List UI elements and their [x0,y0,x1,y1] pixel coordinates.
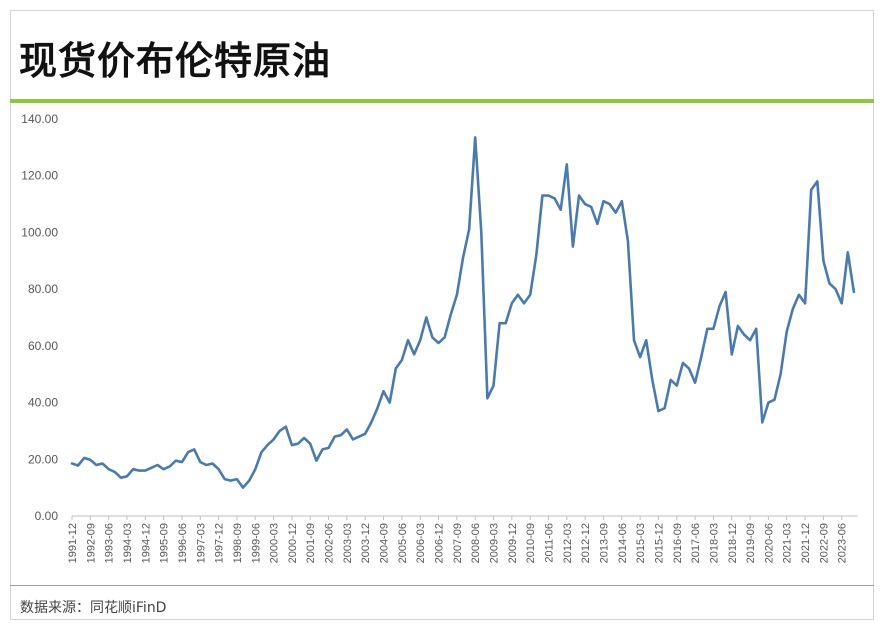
x-tick-label: 2013-09 [598,523,610,563]
page-title: 现货价布伦特原油 [19,39,332,83]
series-line [70,136,856,489]
chart-frame [10,10,874,620]
x-tick-label: 2003-12 [360,523,372,563]
y-tick-label: 60.00 [28,339,58,353]
y-tick-label: 20.00 [28,452,58,466]
x-tick-label: 2000-12 [287,523,299,563]
y-axis: 0.00 20.00 40.00 60.00 80.00 100.00 120.00 140.… [21,112,58,523]
x-tick-label: 2012-12 [580,523,592,563]
x-tick-label: 2015-12 [653,523,665,563]
x-tick-label: 2002-06 [324,523,336,563]
y-tick-label: 0.00 [35,509,59,523]
x-tick-label: 2018-03 [708,523,720,563]
x-tick-label: 2019-09 [745,523,757,563]
x-tick-label: 2007-09 [452,523,464,563]
x-tick-label: 2003-03 [342,523,354,563]
title-divider [10,99,874,103]
x-tick-label: 2008-06 [470,523,482,563]
y-tick-label: 40.00 [28,396,58,410]
x-tick-label: 2011-06 [543,523,555,563]
x-tick-label: 1993-06 [104,523,116,563]
x-tick-label: 2015-03 [635,523,647,563]
x-tick-label: 2021-03 [782,523,794,563]
x-tick-label: 2006-03 [415,523,427,563]
x-tick-label: 2022-09 [818,523,830,563]
x-tick-label: 1994-12 [140,523,152,563]
x-tick-label: 2000-03 [269,523,281,563]
x-tick-label: 2001-09 [305,523,317,563]
x-tick-label: 1996-06 [177,523,189,563]
x-tick-label: 2005-06 [397,523,409,563]
y-tick-label: 120.00 [21,169,58,183]
x-tick-label: 2017-06 [690,523,702,563]
x-tick-label: 1991-12 [67,523,79,563]
x-tick-label: 1995-09 [159,523,171,563]
x-tick-label: 2006-12 [434,523,446,563]
y-tick-label: 80.00 [28,282,58,296]
x-tick-label: 2021-12 [800,523,812,563]
y-tick-label: 100.00 [21,225,58,239]
source-note: 数据来源：同花顺iFinD [20,600,167,616]
y-tick-label: 140.00 [21,112,58,126]
x-tick-label: 2012-03 [562,523,574,563]
x-tick-label: 2018-12 [727,523,739,563]
x-tick-label: 1997-03 [195,523,207,563]
x-tick-label: 2009-03 [489,523,501,563]
x-axis: 1991-12 1992-09 1993-06 1994-03 1994-12 1995-… [67,516,849,563]
x-tick-label: 2016-09 [672,523,684,563]
x-tick-label: 1999-06 [250,523,262,563]
x-tick-label: 2014-06 [617,523,629,563]
x-tick-label: 1994-03 [122,523,134,563]
footer-divider [10,585,874,586]
x-tick-label: 2009-12 [507,523,519,563]
x-tick-label: 2020-06 [763,523,775,563]
x-tick-label: 1997-12 [214,523,226,563]
x-tick-label: 2023-06 [837,523,849,563]
x-tick-label: 2004-09 [379,523,391,563]
x-tick-label: 1992-09 [85,523,97,563]
x-tick-label: 1998-09 [232,523,244,563]
x-tick-label: 2010-09 [525,523,537,563]
